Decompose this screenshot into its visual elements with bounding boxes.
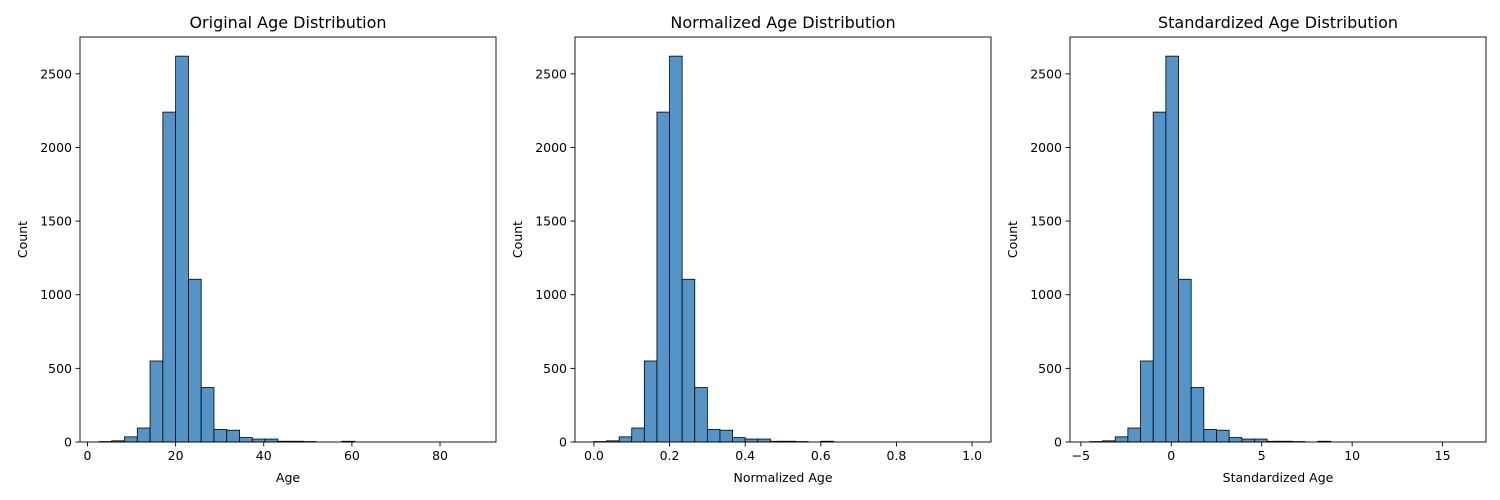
x-tick-label: 1.0 — [962, 448, 982, 463]
y-tick-label: 2500 — [1030, 66, 1062, 81]
y-tick-label: 500 — [543, 361, 567, 376]
chart-title: Original Age Distribution — [189, 13, 386, 32]
x-axis-label: Age — [276, 470, 300, 485]
y-tick-label: 0 — [559, 435, 567, 450]
y-tick-label: 1500 — [535, 214, 567, 229]
chart-panel-1: 0 20 40 60 80 0 500 1000 1500 2000 2500 Original Ag… — [15, 13, 497, 485]
histogram-bar — [656, 111, 670, 443]
histogram-bars — [593, 55, 834, 443]
histogram-bar — [732, 437, 746, 443]
y-tick-label: 0 — [64, 435, 72, 450]
x-axis-label: Standardized Age — [1223, 470, 1334, 485]
histogram-bar — [1203, 429, 1217, 443]
x-tick-label: 20 — [168, 448, 184, 463]
x-tick-label: 0.0 — [584, 448, 604, 463]
y-axis-label: Count — [15, 221, 30, 258]
histogram-bar — [643, 360, 658, 443]
y-tick-label: 1000 — [40, 287, 72, 302]
y-tick-label: 2500 — [535, 66, 567, 81]
histogram-bar — [200, 387, 215, 443]
y-tick-label: 1000 — [535, 287, 567, 302]
chart-title: Normalized Age Distribution — [670, 13, 895, 32]
x-tick-label: 0.2 — [660, 448, 680, 463]
histogram-bar — [213, 429, 228, 443]
histogram-bar — [631, 427, 645, 443]
x-tick-label: 0.8 — [887, 448, 907, 463]
x-tick-label: 80 — [432, 448, 448, 463]
x-tick-label: 0.4 — [735, 448, 755, 463]
y-tick-label: 500 — [1038, 361, 1062, 376]
histogram-bar — [1190, 387, 1205, 443]
x-tick-label: 15 — [1435, 448, 1451, 463]
y-tick-label: 500 — [48, 361, 72, 376]
x-tick-label: −5 — [1072, 448, 1090, 463]
x-tick-label: 5 — [1258, 448, 1266, 463]
histogram-bar — [226, 429, 240, 443]
histogram-bars — [1089, 55, 1331, 443]
histogram-bar — [618, 436, 633, 443]
y-tick-label: 1500 — [40, 214, 72, 229]
histogram-bar — [188, 278, 202, 443]
x-tick-label: 0.6 — [811, 448, 831, 463]
histogram-bar — [706, 429, 721, 443]
histogram-bar — [1152, 111, 1167, 443]
y-axis-label: Count — [1005, 221, 1020, 258]
histogram-bar — [136, 427, 151, 443]
histogram-bar — [1178, 278, 1192, 443]
x-tick-label: 10 — [1344, 448, 1360, 463]
histogram-bar — [694, 387, 708, 443]
y-tick-label: 2500 — [40, 66, 72, 81]
histogram-bar — [1140, 360, 1154, 443]
histogram-bar — [1228, 437, 1243, 443]
axes-frame — [574, 36, 992, 443]
histogram-bar — [1127, 427, 1141, 443]
histogram-bar — [124, 436, 138, 443]
axes-frame — [1069, 36, 1487, 443]
histogram-bar — [1165, 55, 1179, 443]
histogram-bar — [162, 111, 177, 443]
histogram-bar — [149, 360, 164, 443]
x-tick-label: 40 — [256, 448, 272, 463]
chart-panel-2: 0.0 0.2 0.4 0.6 0.8 1.0 0 500 1000 1500 2000 2500 No… — [510, 13, 992, 485]
x-tick-label: 0 — [1167, 448, 1175, 463]
chart-panel-3: −5 0 5 10 15 0 500 1000 1500 2000 2500 Standardized… — [1005, 13, 1487, 485]
histogram-bar — [719, 429, 733, 443]
histogram-bar — [681, 278, 696, 443]
histogram-bar — [1216, 429, 1230, 443]
histogram-bars — [98, 55, 355, 443]
histogram-bar — [1114, 436, 1129, 443]
x-axis-label: Normalized Age — [733, 470, 832, 485]
y-tick-label: 1500 — [1030, 214, 1062, 229]
y-tick-label: 2000 — [1030, 140, 1062, 155]
y-tick-label: 0 — [1054, 435, 1062, 450]
histogram-bar — [669, 55, 683, 443]
y-tick-label: 1000 — [1030, 287, 1062, 302]
y-axis-label: Count — [510, 221, 525, 258]
x-tick-label: 60 — [344, 448, 360, 463]
axes-frame — [79, 36, 497, 443]
histogram-bar — [175, 55, 189, 443]
chart-title: Standardized Age Distribution — [1158, 13, 1398, 32]
histogram-bar — [239, 437, 253, 443]
y-tick-label: 2000 — [535, 140, 567, 155]
x-tick-label: 0 — [84, 448, 92, 463]
y-tick-label: 2000 — [40, 140, 72, 155]
